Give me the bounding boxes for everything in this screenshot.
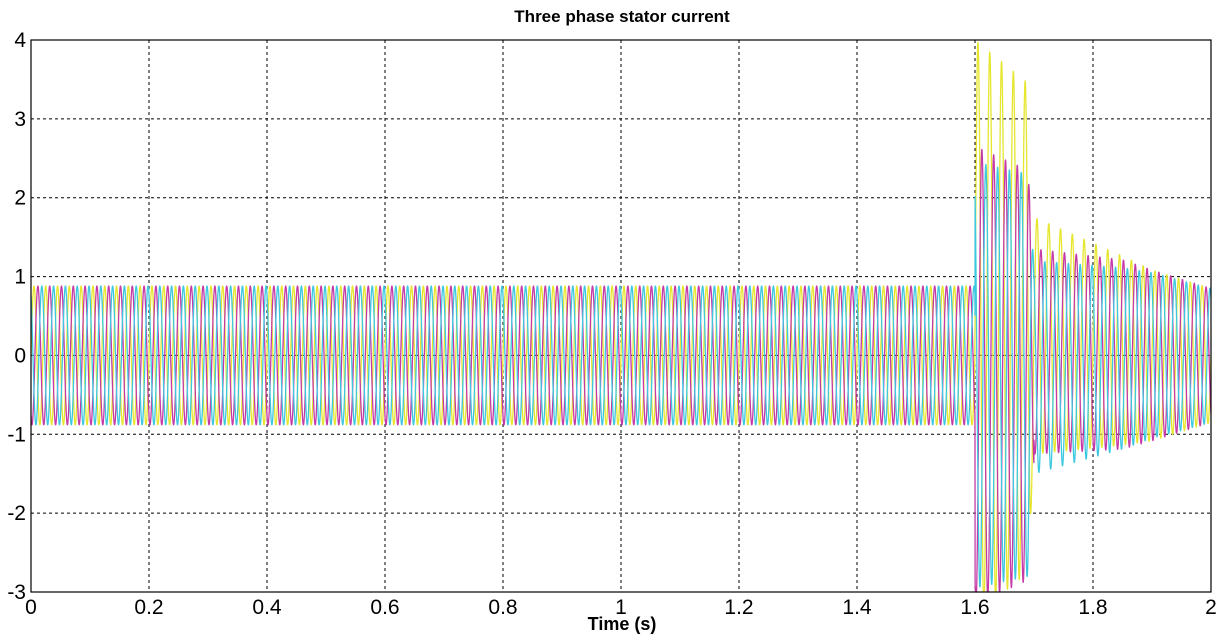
x-tick-label: 0.2 [134, 596, 163, 619]
x-tick-label: 2 [1205, 596, 1217, 619]
y-tick-label: -2 [7, 502, 26, 525]
y-tick-label: -3 [7, 581, 26, 604]
plot-area [30, 41, 1212, 593]
y-tick-label: -1 [7, 423, 26, 446]
x-tick-label: 1.4 [842, 596, 872, 619]
x-axis: 0 0.2 0.4 0.6 0.8 1 1.2 1.4 1.6 1.8 2 [25, 596, 1217, 619]
series-line [30, 41, 1212, 593]
y-tick-label: 4 [14, 29, 26, 52]
x-tick-label: 0.4 [252, 596, 282, 619]
y-tick-label: 0 [14, 344, 26, 367]
x-tick-label: 0.8 [488, 596, 517, 619]
y-tick-label: 1 [14, 266, 26, 289]
axes-frame [30, 39, 1212, 593]
y-tick-label: 2 [14, 187, 26, 210]
x-tick-label: 1.8 [1078, 596, 1107, 619]
x-tick-label: 1.2 [724, 596, 753, 619]
x-tick-label: 0 [25, 596, 37, 619]
x-tick-label: 0.6 [370, 596, 399, 619]
series-line [30, 148, 1212, 593]
x-tick-label: 1 [615, 596, 627, 619]
x-axis-label: Time (s) [588, 614, 657, 634]
y-tick-label: 3 [14, 108, 26, 131]
series-line [30, 163, 1212, 588]
x-tick-label: 1.6 [960, 596, 989, 619]
chart-title: Three phase stator current [514, 7, 730, 26]
y-axis: -3 -2 -1 0 1 2 3 4 [7, 29, 26, 604]
